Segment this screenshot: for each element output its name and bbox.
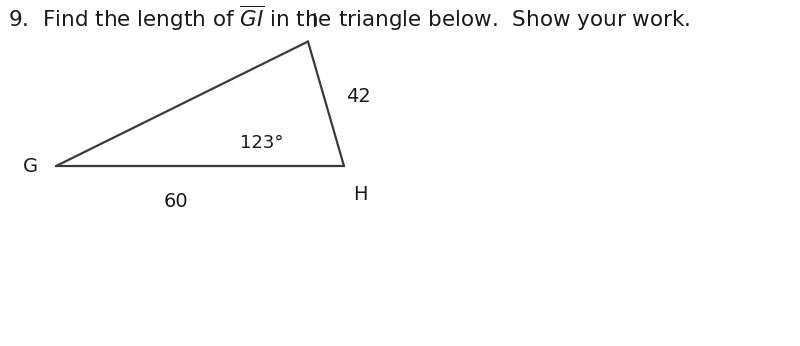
Text: H: H (354, 185, 368, 204)
Text: G: G (23, 157, 38, 175)
Text: 42: 42 (346, 88, 370, 106)
Text: I: I (311, 12, 318, 31)
Text: 9.  Find the length of $\overline{GI}$ in the triangle below.  Show your work.: 9. Find the length of $\overline{GI}$ in… (8, 3, 690, 33)
Text: 60: 60 (164, 192, 188, 211)
Text: 123°: 123° (241, 134, 284, 152)
